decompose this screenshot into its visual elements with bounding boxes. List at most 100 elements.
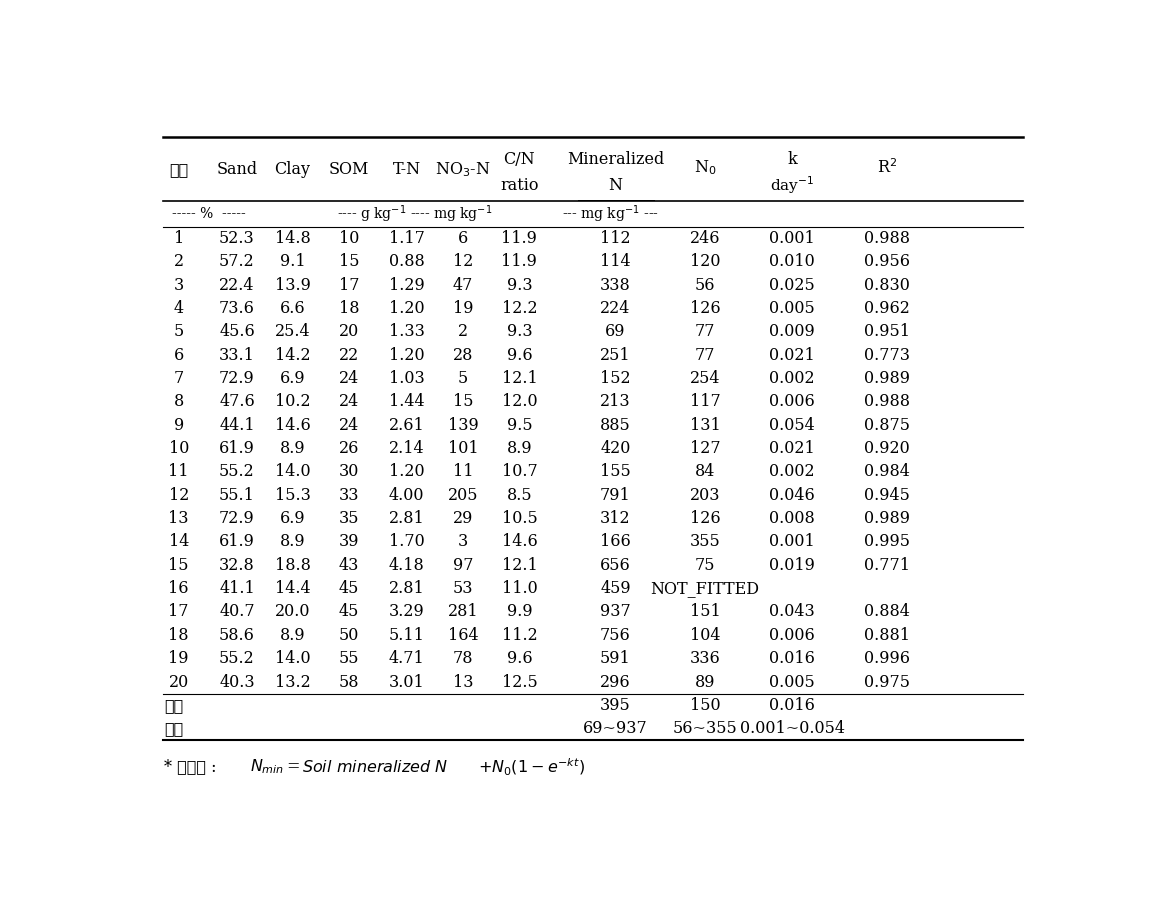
Text: 791: 791 [600, 486, 631, 504]
Text: 11.9: 11.9 [501, 254, 537, 270]
Text: 2.81: 2.81 [389, 510, 425, 527]
Text: 205: 205 [448, 486, 478, 504]
Text: 6: 6 [458, 230, 469, 247]
Text: 13.2: 13.2 [274, 674, 310, 691]
Text: 0.016: 0.016 [769, 650, 815, 667]
Text: 1.17: 1.17 [389, 230, 425, 247]
Text: 10.2: 10.2 [274, 394, 310, 410]
Text: mg kg$^{-1}$: mg kg$^{-1}$ [434, 204, 493, 225]
Text: 20.0: 20.0 [275, 604, 310, 621]
Text: 0.962: 0.962 [864, 300, 911, 317]
Text: 1.20: 1.20 [389, 464, 425, 480]
Text: 22.4: 22.4 [219, 276, 255, 294]
Text: 10: 10 [169, 440, 189, 457]
Text: 151: 151 [690, 604, 721, 621]
Text: 범위: 범위 [164, 720, 184, 737]
Text: 0.006: 0.006 [769, 394, 815, 410]
Text: 15: 15 [339, 254, 360, 270]
Text: 0.920: 0.920 [864, 440, 909, 457]
Text: 10.5: 10.5 [502, 510, 537, 527]
Text: 9.1: 9.1 [280, 254, 305, 270]
Text: 17: 17 [169, 604, 189, 621]
Text: 9.6: 9.6 [507, 650, 532, 667]
Text: 0.988: 0.988 [864, 230, 911, 247]
Text: 6.9: 6.9 [280, 510, 305, 527]
Text: 0.773: 0.773 [864, 346, 911, 364]
Text: 40.3: 40.3 [219, 674, 255, 691]
Text: 0.88: 0.88 [389, 254, 425, 270]
Text: 55.1: 55.1 [219, 486, 255, 504]
Text: 4: 4 [174, 300, 184, 317]
Text: 39: 39 [339, 534, 360, 551]
Text: 9.3: 9.3 [507, 276, 532, 294]
Text: Mineralized: Mineralized [567, 151, 664, 168]
Text: 12.5: 12.5 [502, 674, 537, 691]
Text: 17: 17 [339, 276, 360, 294]
Text: 52.3: 52.3 [219, 230, 255, 247]
Text: --- mg kg$^{-1}$ ---: --- mg kg$^{-1}$ --- [562, 204, 659, 225]
Text: 885: 885 [600, 416, 631, 434]
Text: 12.2: 12.2 [502, 300, 537, 317]
Text: 47: 47 [452, 276, 473, 294]
Text: 150: 150 [690, 697, 721, 714]
Text: ratio: ratio [500, 177, 539, 194]
Text: 281: 281 [448, 604, 478, 621]
Text: day$^{-1}$: day$^{-1}$ [769, 175, 815, 196]
Text: 55: 55 [339, 650, 360, 667]
Text: 0.951: 0.951 [864, 324, 911, 340]
Text: 97: 97 [452, 557, 473, 574]
Text: 11.9: 11.9 [501, 230, 537, 247]
Text: 14.6: 14.6 [502, 534, 537, 551]
Text: 656: 656 [600, 557, 631, 574]
Text: 25.4: 25.4 [274, 324, 310, 340]
Text: 8.9: 8.9 [280, 627, 305, 644]
Text: 0.054: 0.054 [769, 416, 815, 434]
Text: 평균: 평균 [164, 697, 184, 714]
Text: 14.6: 14.6 [274, 416, 310, 434]
Text: 0.881: 0.881 [864, 627, 911, 644]
Text: 213: 213 [600, 394, 631, 410]
Text: 112: 112 [600, 230, 631, 247]
Text: 43: 43 [339, 557, 360, 574]
Text: $N_{min}$: $N_{min}$ [250, 758, 285, 776]
Text: 28: 28 [452, 346, 473, 364]
Text: 32.8: 32.8 [219, 557, 255, 574]
Text: 12.0: 12.0 [502, 394, 537, 410]
Text: 0.046: 0.046 [769, 486, 815, 504]
Text: 224: 224 [600, 300, 631, 317]
Text: 1: 1 [174, 230, 184, 247]
Text: 41.1: 41.1 [219, 580, 255, 597]
Text: ---- g kg$^{-1}$ ----: ---- g kg$^{-1}$ ---- [338, 204, 430, 225]
Text: 1.33: 1.33 [389, 324, 425, 340]
Text: 131: 131 [690, 416, 721, 434]
Text: 15: 15 [452, 394, 473, 410]
Text: 0.009: 0.009 [769, 324, 815, 340]
Text: 0.996: 0.996 [864, 650, 911, 667]
Text: 16: 16 [169, 580, 189, 597]
Text: 3.29: 3.29 [389, 604, 425, 621]
Text: 14: 14 [169, 534, 189, 551]
Text: 15: 15 [169, 557, 189, 574]
Text: 24: 24 [339, 416, 359, 434]
Text: 77: 77 [695, 324, 715, 340]
Text: 296: 296 [600, 674, 631, 691]
Text: 166: 166 [600, 534, 631, 551]
Text: 0.956: 0.956 [864, 254, 911, 270]
Text: 312: 312 [600, 510, 631, 527]
Text: 8.9: 8.9 [507, 440, 532, 457]
Text: 4.71: 4.71 [389, 650, 425, 667]
Text: 0.043: 0.043 [769, 604, 815, 621]
Text: 75: 75 [695, 557, 715, 574]
Text: ----- %  -----: ----- % ----- [172, 207, 246, 221]
Text: 4.18: 4.18 [389, 557, 425, 574]
Text: 0.771: 0.771 [864, 557, 911, 574]
Text: 0.984: 0.984 [864, 464, 911, 480]
Text: 246: 246 [690, 230, 721, 247]
Text: 9: 9 [174, 416, 184, 434]
Text: 10.7: 10.7 [502, 464, 537, 480]
Text: 12: 12 [169, 486, 189, 504]
Text: 8.9: 8.9 [280, 440, 305, 457]
Text: 1.70: 1.70 [389, 534, 425, 551]
Text: 24: 24 [339, 370, 359, 387]
Text: 45.6: 45.6 [219, 324, 255, 340]
